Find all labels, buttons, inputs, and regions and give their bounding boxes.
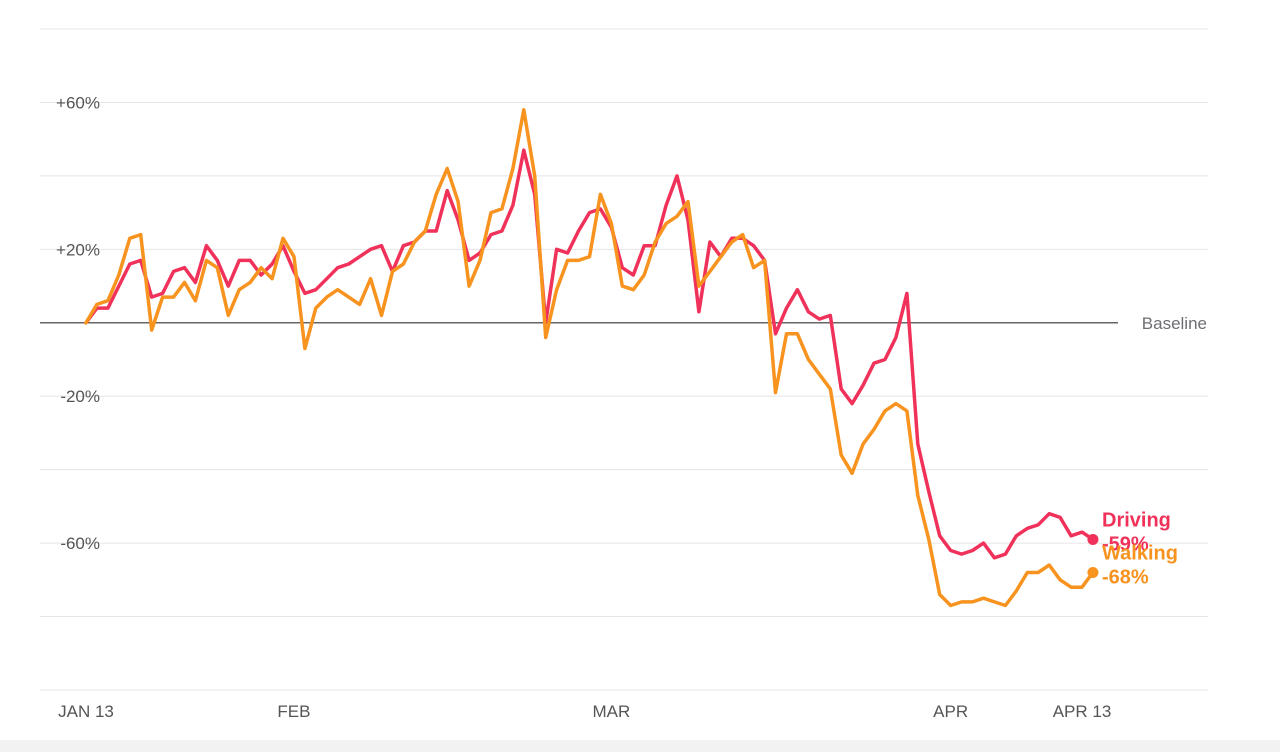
bottom-strip (0, 740, 1280, 752)
x-tick-label: APR 13 (1053, 702, 1112, 721)
series-name-driving: Driving (1102, 509, 1171, 531)
x-tick-label: FEB (277, 702, 310, 721)
series-value-walking: -68% (1102, 566, 1149, 588)
y-tick-label: -20% (60, 387, 100, 406)
baseline-label: Baseline (1142, 314, 1207, 333)
series-name-walking: Walking (1102, 542, 1178, 564)
series-line-walking (84, 108, 1095, 608)
series-value-driving: -59% (1102, 533, 1149, 555)
x-tick-label: JAN 13 (58, 702, 114, 721)
y-tick-label: +20% (56, 240, 100, 259)
y-tick-label: -60% (60, 534, 100, 553)
end-marker-driving (1087, 533, 1099, 545)
end-marker-walking (1087, 566, 1099, 578)
series-line-driving (84, 148, 1095, 560)
y-tick-label: +60% (56, 93, 100, 112)
x-tick-label: APR (933, 702, 968, 721)
x-tick-label: MAR (592, 702, 630, 721)
